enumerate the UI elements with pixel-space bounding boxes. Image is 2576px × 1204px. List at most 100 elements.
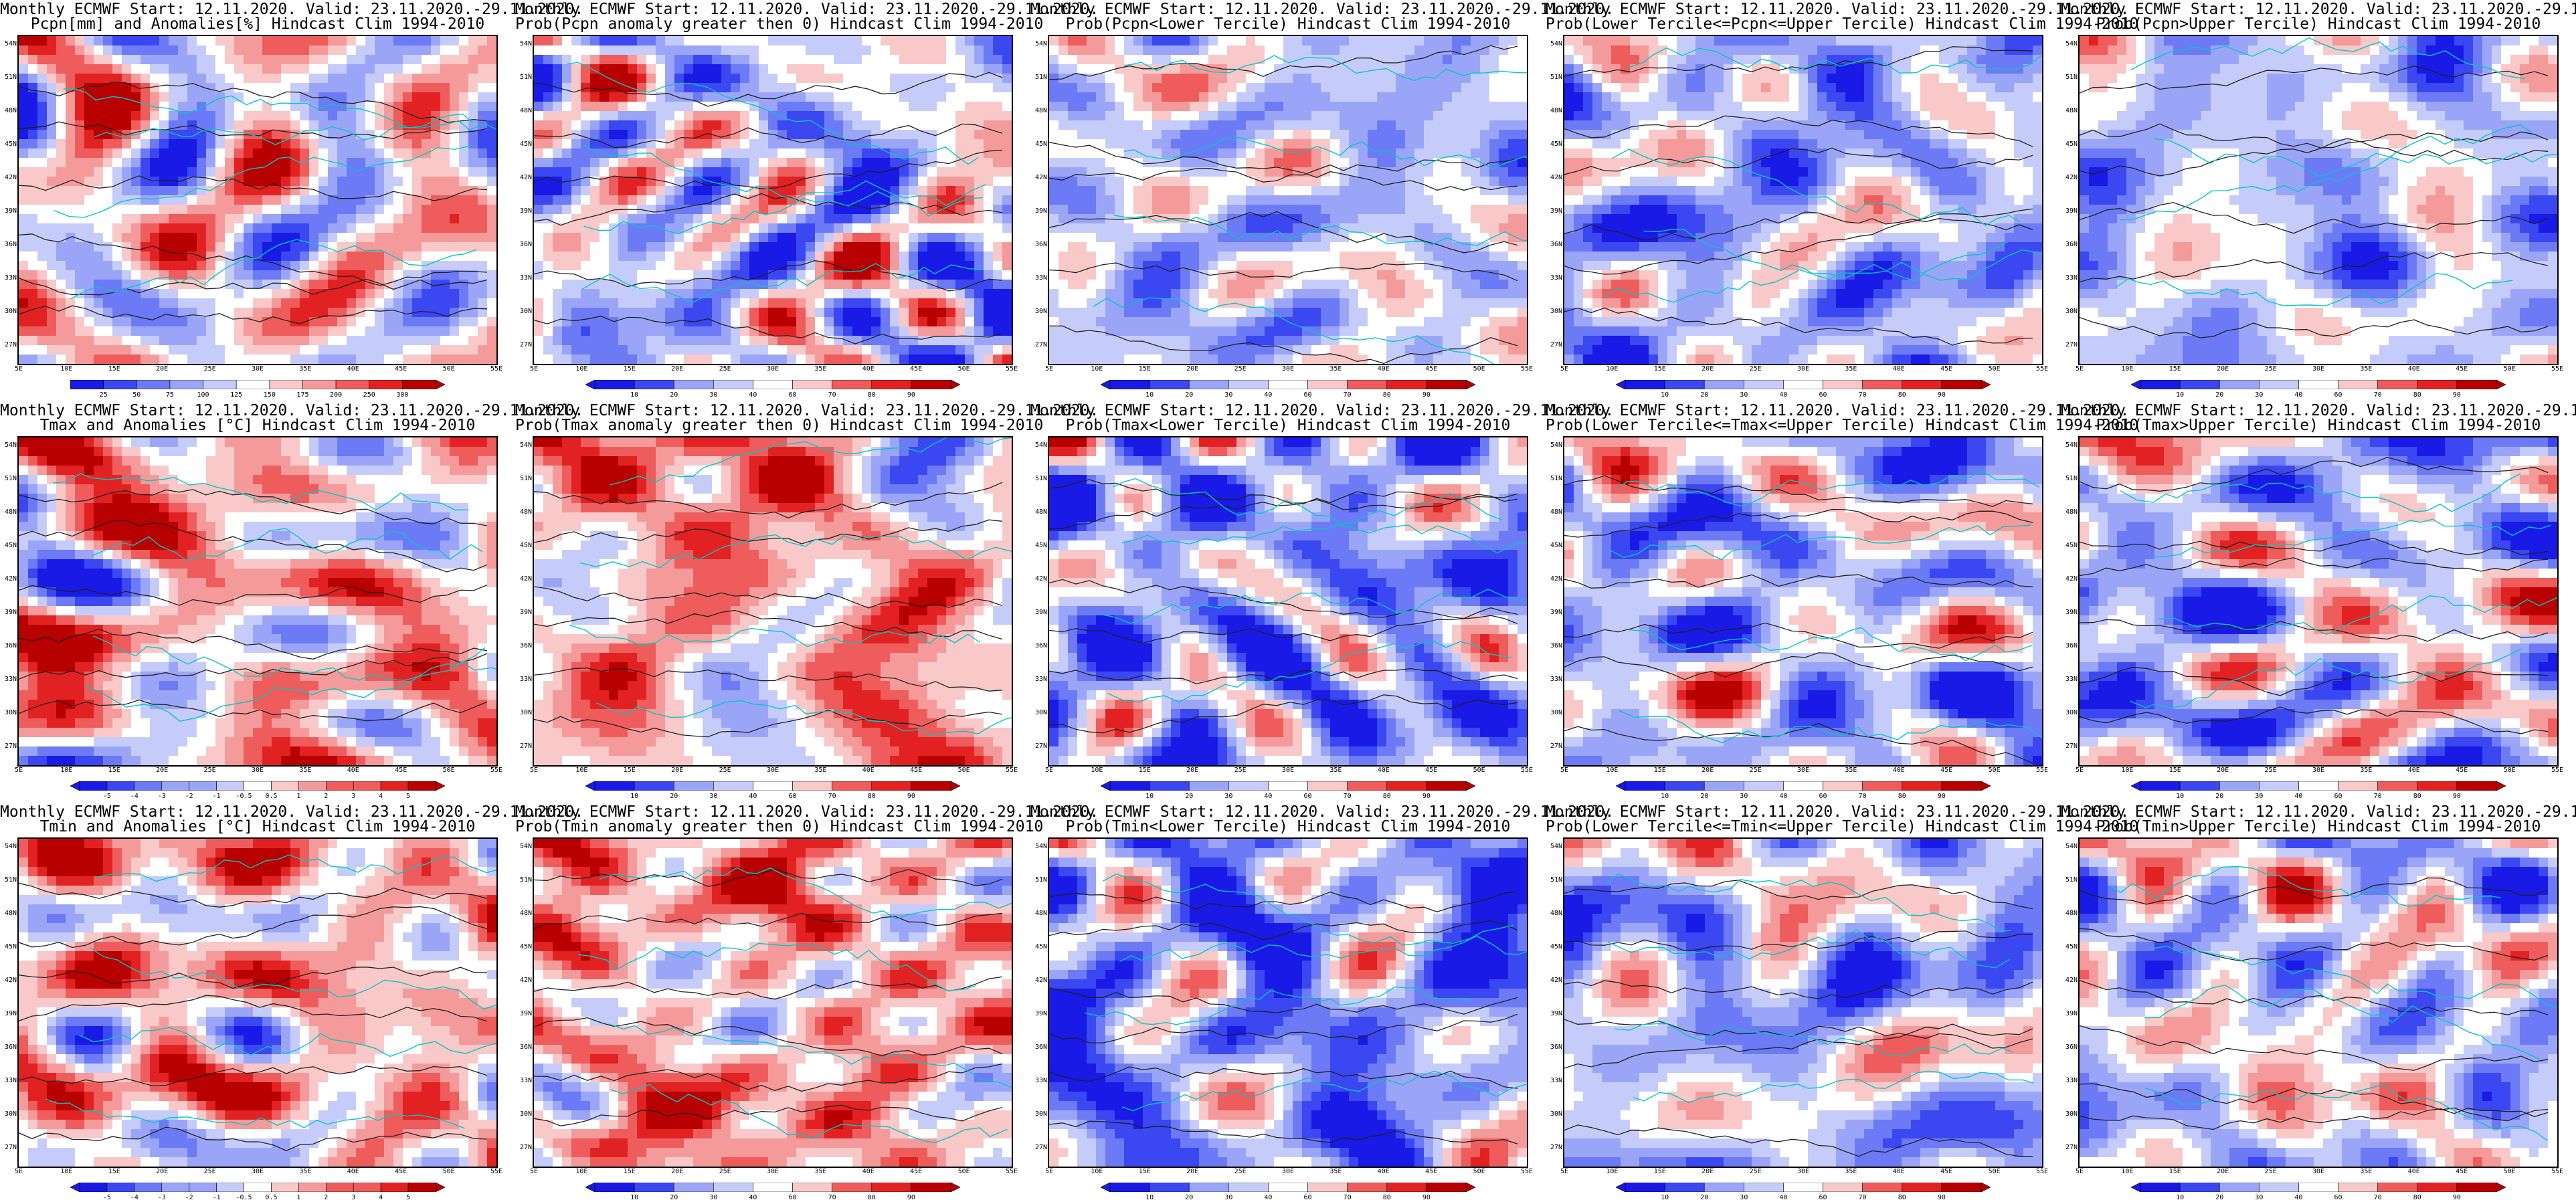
colorbar-arrow-left bbox=[585, 781, 595, 791]
panel-title-line1: Monthly ECMWF Start: 12.11.2020. Valid: … bbox=[1030, 1, 1614, 17]
latitude-label: 48N bbox=[2061, 508, 2078, 516]
latitude-label: 36N bbox=[1030, 642, 1047, 649]
latitude-label: 54N bbox=[0, 843, 17, 850]
colorbar-bin bbox=[2456, 781, 2497, 791]
longitude-label: 35E bbox=[1837, 1168, 1864, 1175]
latitude-label: 51N bbox=[515, 876, 532, 884]
colorbar-arrow-right bbox=[1465, 781, 1475, 791]
colorbar bbox=[1101, 380, 1475, 389]
colorbar-bin bbox=[832, 1183, 872, 1192]
contour-line bbox=[1049, 579, 1518, 619]
longitude-label: 45E bbox=[903, 767, 929, 774]
colorbar-arrow-right bbox=[950, 781, 960, 791]
colorbar-label: 90 bbox=[2447, 391, 2467, 399]
longitude-label: 30E bbox=[244, 1168, 271, 1175]
colorbar-arrow-left bbox=[585, 1183, 595, 1192]
colorbar-bin bbox=[169, 380, 203, 389]
longitude-label: 30E bbox=[1275, 767, 1301, 774]
latitude-label: 33N bbox=[1030, 274, 1047, 282]
latitude-label: 51N bbox=[0, 74, 17, 81]
longitude-label: 45E bbox=[1933, 1168, 1960, 1175]
colorbar-bin bbox=[1268, 781, 1308, 791]
colorbar-bin bbox=[1228, 1183, 1269, 1192]
contour-line bbox=[1049, 479, 1518, 510]
colorbar-bin bbox=[1823, 781, 1863, 791]
contour-line bbox=[1564, 574, 2033, 589]
colorbar-label: 10 bbox=[2170, 1194, 2190, 1201]
contour-line bbox=[1049, 1120, 1518, 1144]
panel-title-line2: Pcpn[mm] and Anomalies[%] Hindcast Clim … bbox=[0, 16, 515, 32]
panel-title-line2: Prob(Tmin<Lower Tercile) Hindcast Clim 1… bbox=[1030, 819, 1546, 835]
contour-line bbox=[2080, 980, 2549, 1015]
longitude-label: 20E bbox=[1694, 365, 1721, 373]
colorbar-label: 80 bbox=[1377, 1194, 1397, 1201]
latitude-label: 30N bbox=[1030, 709, 1047, 716]
longitude-label: 45E bbox=[1933, 365, 1960, 373]
longitude-label: 10E bbox=[568, 365, 595, 373]
colorbar-label: 30 bbox=[1218, 793, 1238, 800]
coastline bbox=[567, 62, 979, 165]
longitude-label: 30E bbox=[244, 767, 271, 774]
coastline bbox=[78, 1027, 496, 1058]
latitude-label: 42N bbox=[2061, 977, 2078, 984]
longitude-label: 15E bbox=[616, 365, 643, 373]
longitude-label: 10E bbox=[1598, 1168, 1625, 1175]
latitude-label: 45N bbox=[0, 943, 17, 950]
coastline bbox=[2149, 945, 2557, 1009]
longitude-label: 30E bbox=[759, 365, 786, 373]
coastline bbox=[96, 854, 496, 882]
colorbar-arrow-left bbox=[1616, 781, 1626, 791]
colorbar-label: 10 bbox=[1139, 391, 1160, 399]
contour-line bbox=[2080, 877, 2549, 905]
colorbar-label: 100 bbox=[193, 391, 213, 399]
contour-line bbox=[1564, 208, 2033, 275]
longitude-label: 10E bbox=[1083, 365, 1110, 373]
colorbar-bin bbox=[335, 380, 370, 389]
shaded-field bbox=[534, 36, 1012, 364]
colorbar-label: 90 bbox=[1932, 1194, 1952, 1201]
latitude-label: 39N bbox=[1030, 609, 1047, 616]
coastline bbox=[2144, 1084, 2547, 1141]
forecast-map bbox=[1048, 837, 1528, 1168]
colorbar-bin bbox=[79, 1183, 108, 1192]
colorbar-bin bbox=[326, 781, 354, 791]
longitude-label: 5E bbox=[1551, 1168, 1578, 1175]
latitude-label: 45N bbox=[2061, 943, 2078, 950]
latitude-label: 51N bbox=[1546, 475, 1562, 482]
colorbar-bin bbox=[713, 1183, 753, 1192]
coastline bbox=[70, 239, 476, 300]
contour-line bbox=[534, 193, 1003, 226]
colorbar-bin bbox=[1386, 1183, 1427, 1192]
colorbar-bin bbox=[298, 1183, 327, 1192]
colorbar-bin bbox=[911, 781, 951, 791]
colorbar-label: -4 bbox=[124, 1194, 145, 1201]
longitude-label: 55E bbox=[483, 1168, 510, 1175]
map-panel-p11: Monthly ECMWF Start: 12.11.2020. Valid: … bbox=[515, 803, 1099, 1204]
colorbar-label: 4 bbox=[371, 1194, 391, 1201]
colorbar bbox=[2131, 1183, 2506, 1192]
colorbar-label: 40 bbox=[743, 391, 763, 399]
colorbar-bin bbox=[1625, 781, 1665, 791]
contour-line bbox=[534, 482, 1003, 519]
longitude-label: 5E bbox=[5, 767, 32, 774]
colorbar-bin bbox=[832, 781, 872, 791]
contour-line bbox=[1564, 622, 2033, 649]
colorbar-bin bbox=[1862, 380, 1903, 389]
latitude-label: 45N bbox=[2061, 542, 2078, 549]
contour-line bbox=[1564, 652, 2033, 680]
latitude-label: 30N bbox=[0, 308, 17, 315]
colorbar-label: 90 bbox=[901, 1194, 921, 1201]
latitude-label: 33N bbox=[515, 274, 532, 282]
colorbar-label: 70 bbox=[1853, 391, 1873, 399]
latitude-label: 45N bbox=[0, 140, 17, 148]
contour-line bbox=[2080, 619, 2549, 642]
longitude-label: 5E bbox=[2066, 365, 2093, 373]
coastline bbox=[1121, 1070, 1527, 1112]
longitude-label: 55E bbox=[483, 365, 510, 373]
latitude-label: 42N bbox=[1030, 575, 1047, 583]
colorbar-label: 10 bbox=[624, 793, 644, 800]
longitude-label: 25E bbox=[1227, 767, 1254, 774]
latitude-label: 48N bbox=[1546, 107, 1562, 114]
panel-title-line1: Monthly ECMWF Start: 12.11.2020. Valid: … bbox=[0, 1, 583, 17]
longitude-label: 25E bbox=[2258, 1168, 2284, 1175]
